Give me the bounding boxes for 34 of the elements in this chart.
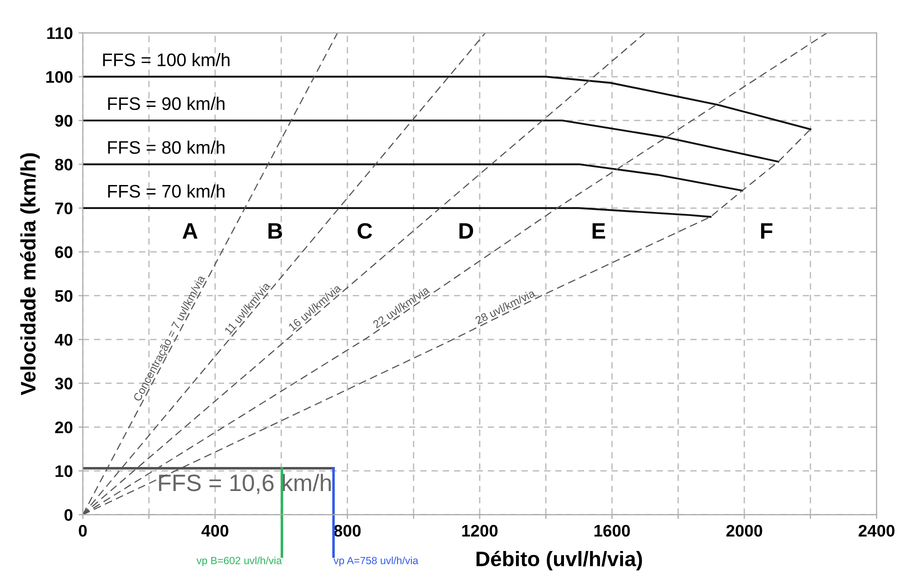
series-label: FFS = 90 km/h — [108, 96, 224, 110]
x-tick-label: 1200 — [462, 524, 498, 537]
x-tick-label: 400 — [201, 524, 228, 537]
annotation: C — [358, 223, 372, 239]
y-tick-label: 0 — [64, 509, 72, 521]
y-tick-label: 20 — [55, 421, 72, 434]
annotation: B — [268, 223, 282, 239]
annotation: E — [592, 223, 606, 239]
x-tick-label: 2000 — [726, 524, 762, 537]
annotation: A — [182, 223, 198, 239]
x-tick-label: 1600 — [594, 524, 630, 537]
y-tick-label: 60 — [55, 246, 72, 258]
y-tick-label: 30 — [54, 378, 72, 390]
x-tick-label: 0 — [78, 524, 87, 537]
y-tick-label: 40 — [54, 334, 72, 346]
y-tick-label: 70 — [55, 202, 72, 214]
annotation: D — [459, 223, 474, 239]
y-tick-label: 10 — [56, 465, 72, 478]
x-tick-label: 800 — [334, 524, 361, 537]
y-tick-label: 50 — [55, 290, 72, 302]
annotation: F — [761, 223, 772, 239]
series-label: FFS = 100 km/h — [103, 52, 230, 66]
y-tick-label: 90 — [55, 114, 72, 127]
x-tick-label: 2400 — [858, 524, 894, 537]
y-axis-title: Velocidade média (km/h) — [20, 153, 40, 396]
y-tick-label: 110 — [47, 27, 72, 40]
y-tick-label: 80 — [55, 158, 72, 170]
series-label: FFS = 10,6 km/h — [159, 474, 331, 494]
series-label: FFS = 70 km/h — [108, 184, 224, 198]
ref-line-label: vp B=602 uvl/h/via — [196, 556, 282, 566]
series-label: FFS = 80 km/h — [108, 140, 224, 154]
y-tick-label: 100 — [46, 71, 72, 83]
ref-line-label: vp A=758 uvl/h/via — [334, 556, 418, 566]
x-axis-title: Débito (uvl/h/via) — [476, 550, 642, 570]
